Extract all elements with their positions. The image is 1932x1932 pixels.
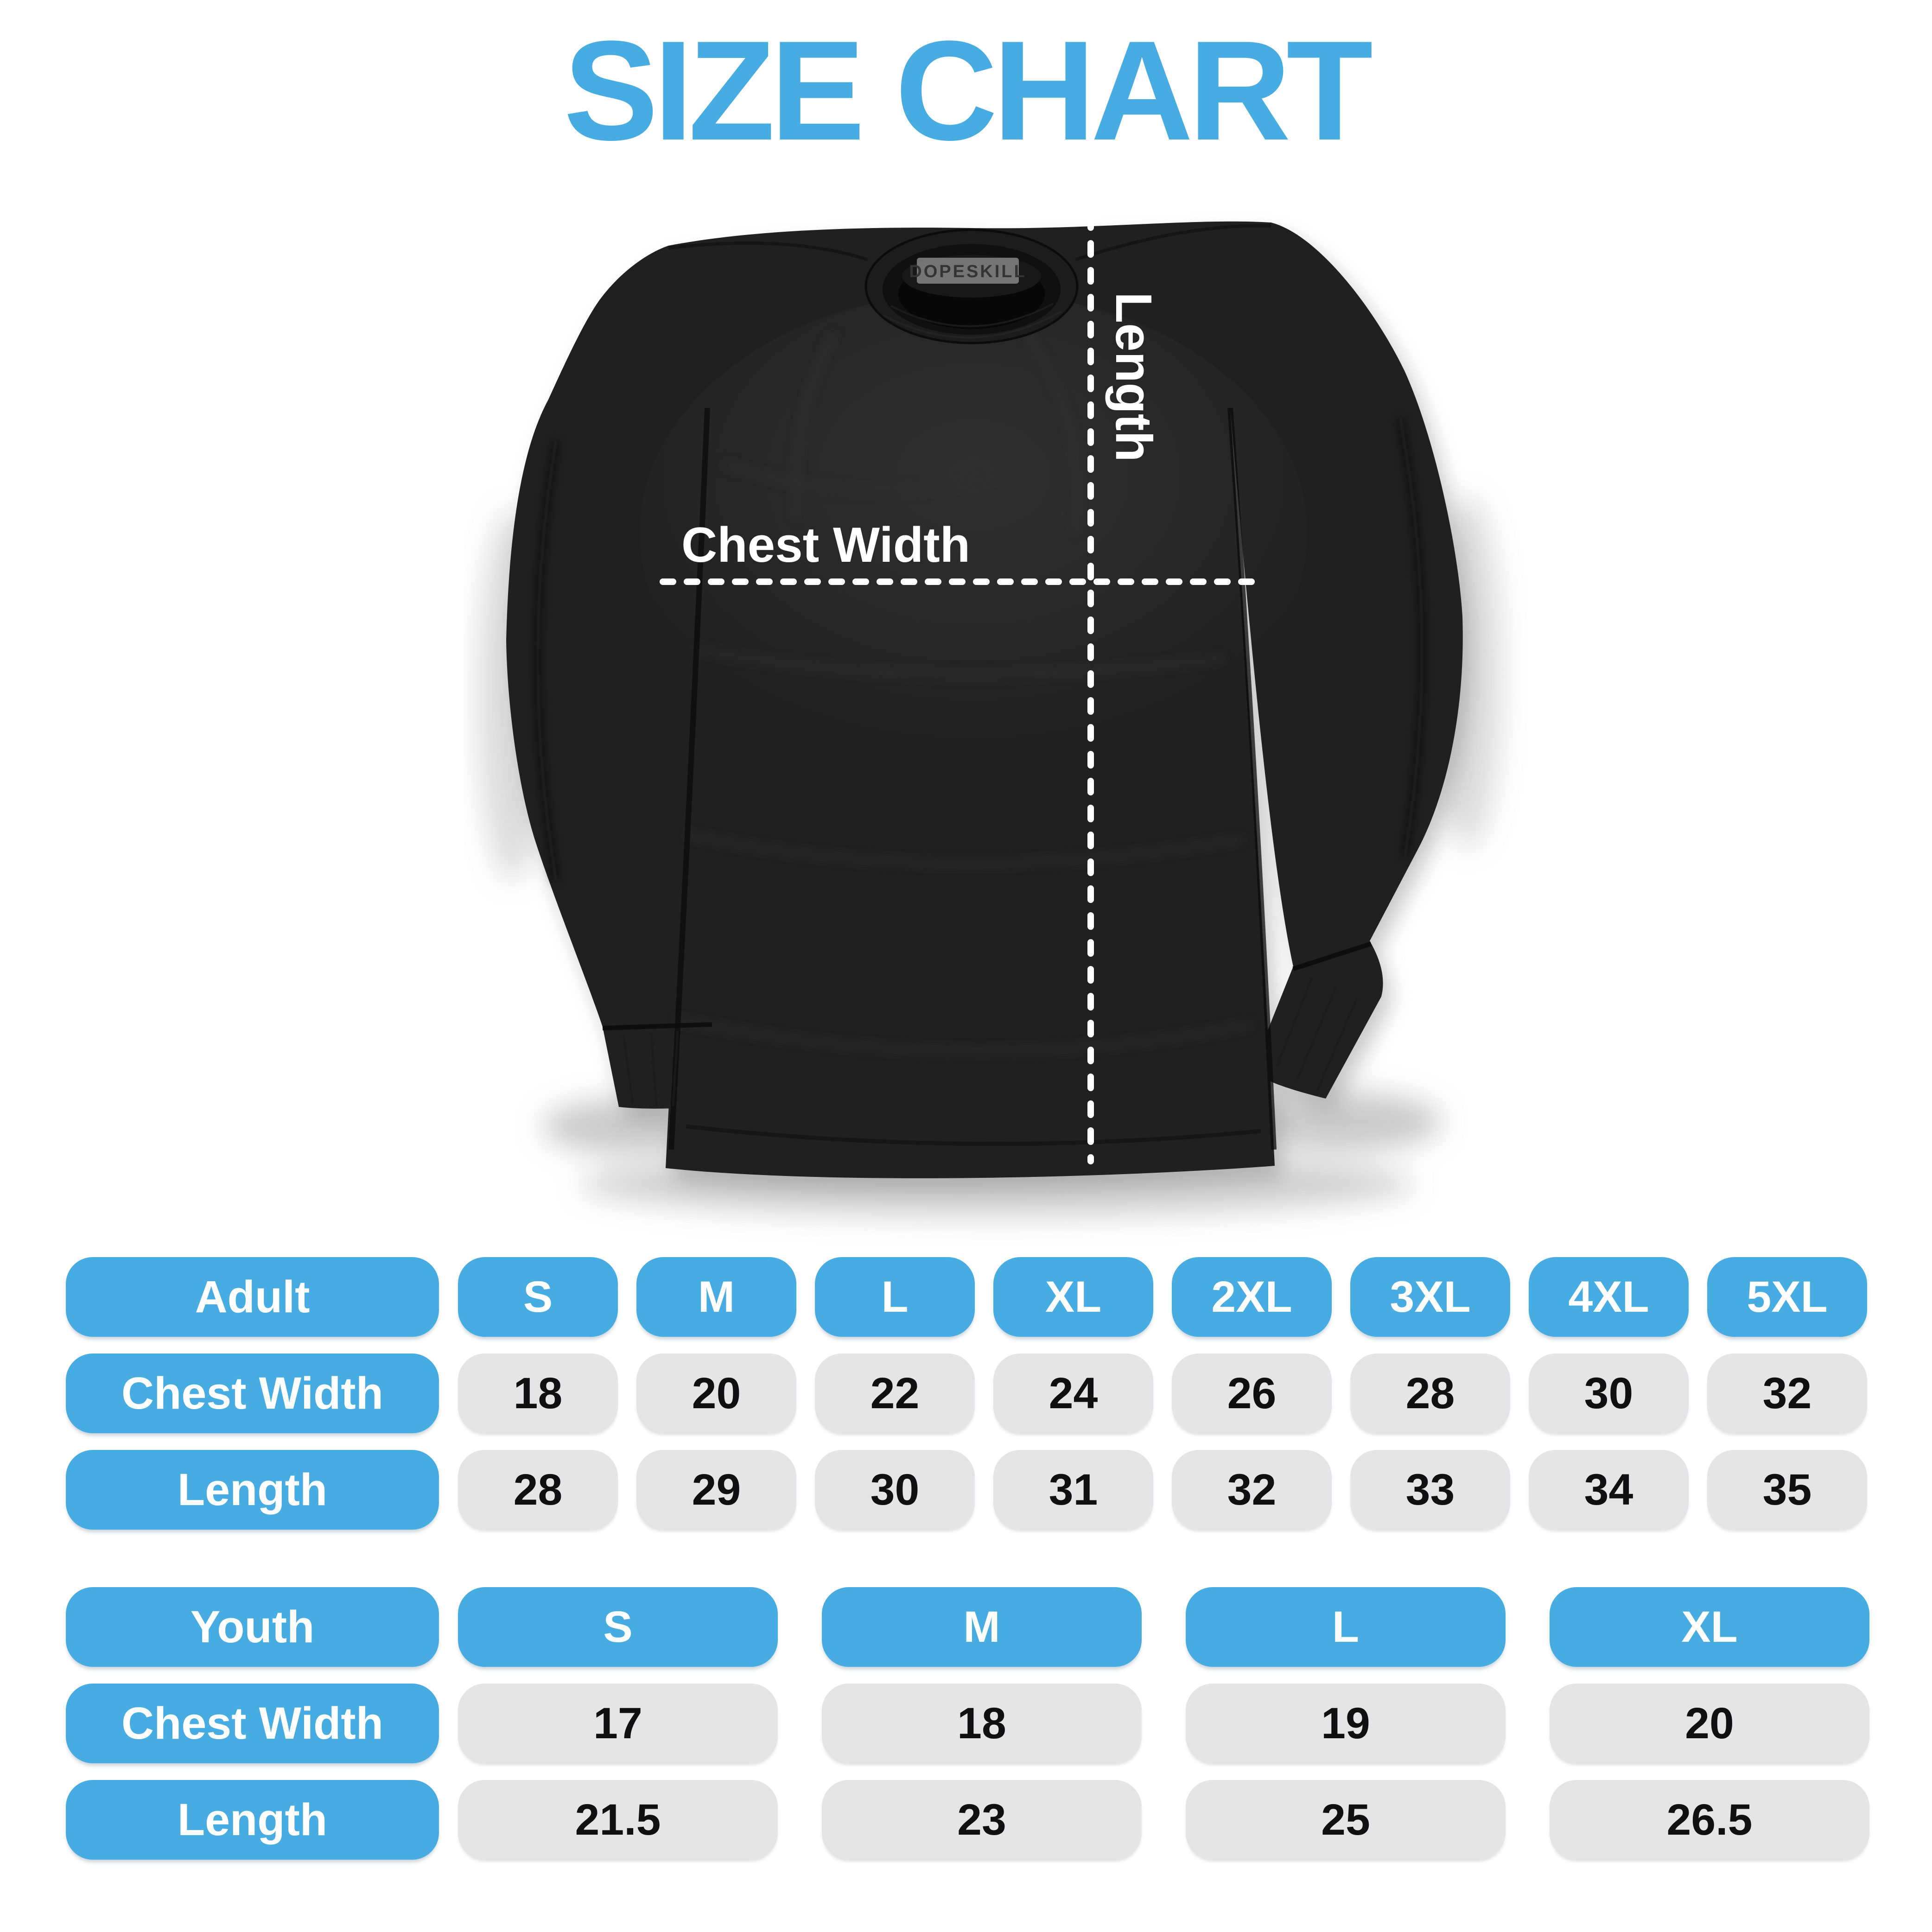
adult-length-3xl: 33 (1350, 1450, 1510, 1530)
adult-chest-2xl: 26 (1172, 1354, 1332, 1433)
youth-size-s: S (458, 1587, 778, 1667)
adult-length-row: Length 28 29 30 31 32 33 34 35 (66, 1450, 1867, 1530)
adult-length-s: 28 (458, 1450, 618, 1530)
youth-table-title: Youth (66, 1587, 439, 1667)
adult-header-row: Adult S M L XL 2XL 3XL 4XL 5XL (66, 1257, 1867, 1337)
row-label: Chest Width (66, 1684, 439, 1763)
length-label: Length (1105, 292, 1162, 462)
youth-chest-s: 17 (458, 1684, 778, 1763)
measurement-lines (660, 213, 1261, 1164)
youth-length-xl: 26.5 (1550, 1780, 1869, 1860)
youth-chest-xl: 20 (1550, 1684, 1869, 1763)
brand-tag-label: DOPESKILL (909, 262, 1026, 281)
adult-size-l: L (815, 1257, 975, 1337)
youth-size-xl: XL (1550, 1587, 1869, 1667)
youth-length-m: 23 (822, 1780, 1142, 1860)
youth-size-m: M (822, 1587, 1142, 1667)
adult-chest-3xl: 28 (1350, 1354, 1510, 1433)
adult-chest-xl: 24 (993, 1354, 1153, 1433)
youth-length-row: Length 21.5 23 25 26.5 (66, 1780, 1869, 1860)
adult-size-5xl: 5XL (1707, 1257, 1867, 1337)
adult-size-2xl: 2XL (1172, 1257, 1332, 1337)
adult-chest-m: 20 (636, 1354, 796, 1433)
brand-tag: DOPESKILL (909, 258, 1026, 284)
adult-size-s: S (458, 1257, 618, 1337)
cuff-details (602, 941, 1372, 1106)
adult-table-title: Adult (66, 1257, 439, 1337)
collar (864, 229, 1079, 344)
row-label: Chest Width (66, 1354, 439, 1433)
youth-length-l: 25 (1186, 1780, 1506, 1860)
seam-creases (668, 224, 1277, 1150)
adult-chest-l: 22 (815, 1354, 975, 1433)
youth-chest-m: 18 (822, 1684, 1142, 1763)
adult-length-l: 30 (815, 1450, 975, 1530)
adult-size-xl: XL (993, 1257, 1153, 1337)
row-label: Length (66, 1450, 439, 1530)
adult-size-4xl: 4XL (1529, 1257, 1689, 1337)
youth-chest-width-row: Chest Width 17 18 19 20 (66, 1684, 1869, 1763)
adult-length-5xl: 35 (1707, 1450, 1867, 1530)
adult-size-m: M (636, 1257, 796, 1337)
adult-chest-5xl: 32 (1707, 1354, 1867, 1433)
adult-length-4xl: 34 (1529, 1450, 1689, 1530)
adult-size-3xl: 3XL (1350, 1257, 1510, 1337)
youth-header-row: Youth S M L XL (66, 1587, 1869, 1667)
adult-chest-width-row: Chest Width 18 20 22 24 26 28 30 32 (66, 1354, 1867, 1433)
row-label: Length (66, 1780, 439, 1860)
page-title: SIZE CHART (564, 11, 1373, 170)
youth-chest-l: 19 (1186, 1684, 1506, 1763)
youth-length-s: 21.5 (458, 1780, 778, 1860)
adult-size-table: Adult S M L XL 2XL 3XL 4XL 5XL Chest Wid… (66, 1257, 1867, 1546)
adult-chest-4xl: 30 (1529, 1354, 1689, 1433)
adult-chest-s: 18 (458, 1354, 618, 1433)
youth-size-l: L (1186, 1587, 1506, 1667)
adult-length-2xl: 32 (1172, 1450, 1332, 1530)
fabric-wrinkles (534, 323, 1425, 1055)
chest-width-label: Chest Width (681, 517, 970, 572)
shirt-diagram: DOPESKILL Chest Width Length (477, 213, 1502, 1217)
adult-length-xl: 31 (993, 1450, 1153, 1530)
youth-size-table: Youth S M L XL Chest Width 17 18 19 20 L… (66, 1587, 1869, 1876)
adult-length-m: 29 (636, 1450, 796, 1530)
